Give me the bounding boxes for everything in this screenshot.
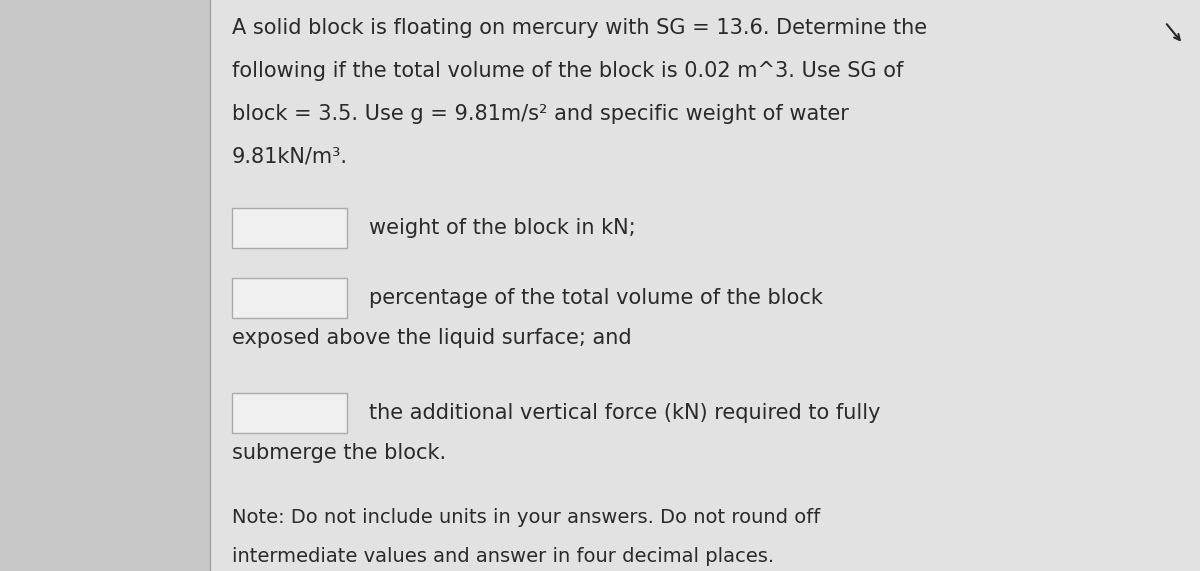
- FancyBboxPatch shape: [0, 0, 210, 571]
- FancyBboxPatch shape: [232, 278, 347, 318]
- Text: A solid block is floating on mercury with SG = 13.6. Determine the: A solid block is floating on mercury wit…: [232, 18, 928, 38]
- Text: submerge the block.: submerge the block.: [232, 443, 446, 463]
- Text: exposed above the liquid surface; and: exposed above the liquid surface; and: [232, 328, 631, 348]
- FancyBboxPatch shape: [232, 393, 347, 433]
- FancyBboxPatch shape: [232, 208, 347, 248]
- Text: following if the total volume of the block is 0.02 m^3. Use SG of: following if the total volume of the blo…: [232, 61, 904, 81]
- Text: 9.81kN/m³.: 9.81kN/m³.: [232, 147, 348, 167]
- Text: weight of the block in kN;: weight of the block in kN;: [370, 218, 636, 238]
- Text: percentage of the total volume of the block: percentage of the total volume of the bl…: [370, 288, 823, 308]
- Text: Note: Do not include units in your answers. Do not round off: Note: Do not include units in your answe…: [232, 508, 821, 527]
- Text: intermediate values and answer in four decimal places.: intermediate values and answer in four d…: [232, 547, 774, 566]
- Text: block = 3.5. Use g = 9.81m/s² and specific weight of water: block = 3.5. Use g = 9.81m/s² and specif…: [232, 104, 848, 124]
- Text: the additional vertical force (kN) required to fully: the additional vertical force (kN) requi…: [370, 403, 881, 423]
